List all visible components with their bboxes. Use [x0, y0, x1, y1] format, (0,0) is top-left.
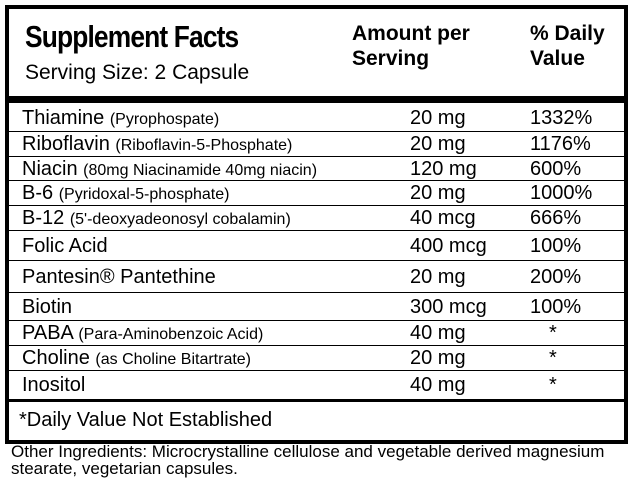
daily-value: *: [549, 322, 557, 344]
divider: [9, 399, 624, 402]
amount: 20 mg: [410, 107, 466, 129]
name: Riboflavin: [22, 133, 110, 155]
detail: (80mg Niacinamide 40mg niacin): [83, 162, 318, 179]
daily-value-heading: % Daily Value: [530, 22, 605, 70]
nutrient-name: Niacin (80mg Niacinamide 40mg niacin): [22, 158, 317, 181]
nutrient-row: Thiamine (Pyrophospate) 20 mg 1332%: [9, 106, 624, 131]
nutrient-name: Biotin: [22, 296, 72, 319]
nutrient-row: Inositol 40 mg *: [9, 370, 624, 400]
nutrient-name: Thiamine (Pyrophospate): [22, 107, 219, 130]
daily-value: 100%: [530, 296, 582, 318]
daily-value: 200%: [530, 266, 582, 288]
nutrient-row: B-6 (Pyridoxal-5-phosphate) 20 mg 1000%: [9, 180, 624, 206]
name: Inositol: [22, 374, 86, 396]
title: Supplement Facts: [25, 19, 239, 54]
amount: 20 mg: [410, 182, 466, 204]
daily-value: 1000%: [530, 182, 593, 204]
daily-value: *: [549, 347, 557, 369]
amount: 400 mcg: [410, 235, 487, 257]
name: Choline: [22, 347, 90, 369]
name: Pantesin® Pantethine: [22, 266, 216, 288]
detail: (Pyrophospate): [109, 111, 220, 128]
daily-value: 1176%: [530, 133, 591, 155]
detail: (Pyridoxal-5-phosphate): [58, 186, 230, 203]
amount-heading: Amount per Serving: [352, 22, 470, 70]
nutrient-name: B-12 (5'-deoxyadeonosyl cobalamin): [22, 207, 291, 230]
nutrient-row: B-12 (5'-deoxyadeonosyl cobalamin) 40 mcg…: [9, 205, 624, 231]
amount: 120 mg: [410, 158, 477, 180]
footnote: *Daily Value Not Established: [19, 409, 273, 431]
serving-size: Serving Size: 2 Capsule: [25, 61, 250, 84]
name: Biotin: [22, 296, 73, 318]
amount: 20 mg: [410, 347, 466, 369]
detail: (Para-Aminobenzoic Acid): [78, 326, 264, 343]
name: B-6: [22, 182, 54, 204]
daily-value: 100%: [530, 235, 582, 257]
name: Niacin: [22, 158, 78, 180]
daily-value: *: [549, 374, 557, 396]
detail: (Riboflavin-5-Phosphate): [115, 137, 293, 154]
divider: [9, 96, 624, 103]
amount: 40 mcg: [410, 207, 476, 229]
name: Thiamine: [22, 107, 105, 129]
name: Folic Acid: [22, 235, 108, 257]
nutrient-name: Folic Acid: [22, 235, 108, 258]
amount: 20 mg: [410, 266, 466, 288]
nutrient-row: Riboflavin (Riboflavin-5-Phosphate) 20 mg…: [9, 131, 624, 157]
nutrient-row: PABA (Para-Aminobenzoic Acid) 40 mg *: [9, 320, 624, 346]
nutrient-name: Riboflavin (Riboflavin-5-Phosphate): [22, 133, 292, 156]
nutrient-row: Folic Acid 400 mcg 100%: [9, 230, 624, 261]
daily-value: 1332%: [530, 107, 593, 129]
daily-value: 666%: [530, 207, 582, 229]
nutrient-name: Pantesin® Pantethine: [22, 266, 216, 289]
nutrient-name: Inositol: [22, 374, 85, 397]
nutrient-row: Biotin 300 mcg 100%: [9, 292, 624, 321]
nutrient-name: PABA (Para-Aminobenzoic Acid): [22, 322, 263, 345]
name: PABA: [22, 322, 73, 344]
amount: 300 mcg: [410, 296, 487, 318]
detail: (as Choline Bitartrate): [95, 351, 252, 368]
name: B-12: [22, 207, 65, 229]
nutrient-row: Pantesin® Pantethine 20 mg 200%: [9, 260, 624, 293]
facts-panel: Supplement Facts Serving Size: 2 Capsule…: [5, 5, 628, 444]
amount: 20 mg: [410, 133, 466, 155]
nutrient-row: Niacin (80mg Niacinamide 40mg niacin) 120…: [9, 156, 624, 181]
nutrient-row: Choline (as Choline Bitartrate) 20 mg *: [9, 345, 624, 371]
amount: 40 mg: [410, 322, 466, 344]
detail: (5'-deoxyadeonosyl cobalamin): [69, 211, 291, 228]
nutrient-name: B-6 (Pyridoxal-5-phosphate): [22, 182, 229, 205]
amount: 40 mg: [410, 374, 466, 396]
daily-value: 600%: [530, 158, 582, 180]
other-ingredients: Other Ingredients: Microcrystalline cell…: [11, 442, 605, 478]
nutrient-name: Choline (as Choline Bitartrate): [22, 347, 251, 370]
